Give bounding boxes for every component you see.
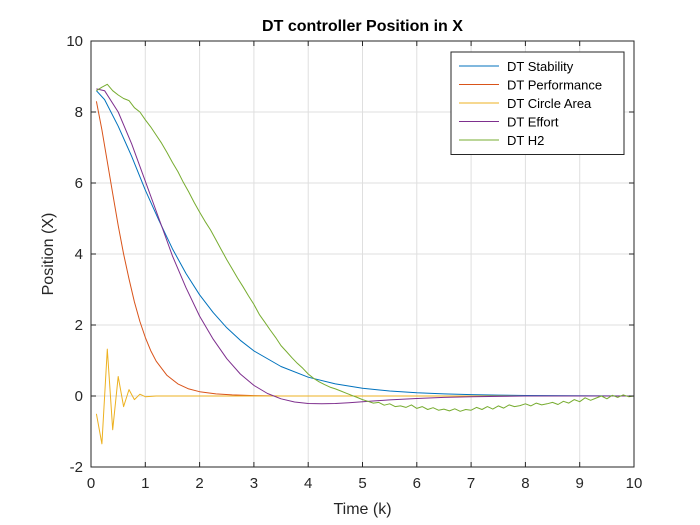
y-tick-label: 4 — [75, 246, 83, 263]
x-tick-label: 10 — [626, 475, 643, 492]
legend-label-dt-h2: DT H2 — [507, 133, 544, 148]
series-line-dt-effort — [96, 88, 634, 405]
series-line-dt-circle-area — [95, 348, 634, 445]
y-axis-label: Position (X) — [40, 213, 57, 296]
x-tick-label: 7 — [467, 475, 475, 492]
y-tick-label: 6 — [75, 175, 83, 192]
x-tick-label: 9 — [576, 475, 584, 492]
series-layer — [95, 83, 635, 445]
x-axis-label: Time (k) — [333, 501, 391, 518]
legend-label-dt-stability: DT Stability — [507, 59, 574, 74]
x-tick-label: 3 — [250, 475, 258, 492]
legend-label-dt-performance: DT Performance — [507, 78, 602, 93]
x-tick-label: 2 — [195, 475, 203, 492]
x-tick-label: 4 — [304, 475, 312, 492]
x-tick-label: 6 — [413, 475, 421, 492]
legend: DT Stability DT Performance DT Circle Area… — [450, 51, 625, 155]
y-tick-label: 2 — [75, 317, 83, 334]
legend-label-dt-circle-area: DT Circle Area — [507, 96, 592, 111]
legend-label-dt-effort: DT Effort — [507, 115, 559, 130]
x-tick-label: 0 — [87, 475, 95, 492]
x-tick-label: 8 — [521, 475, 529, 492]
y-tick-label: 10 — [66, 33, 83, 50]
y-tick-label: -2 — [70, 459, 83, 476]
series-line-dt-stability — [96, 90, 635, 397]
chart-title: DT controller Position in X — [262, 18, 463, 35]
y-tick-label: 0 — [75, 388, 83, 405]
series-line-dt-h2 — [96, 83, 635, 412]
y-tick-label: 8 — [75, 104, 83, 121]
x-tick-label: 1 — [141, 475, 149, 492]
x-tick-label: 5 — [358, 475, 366, 492]
